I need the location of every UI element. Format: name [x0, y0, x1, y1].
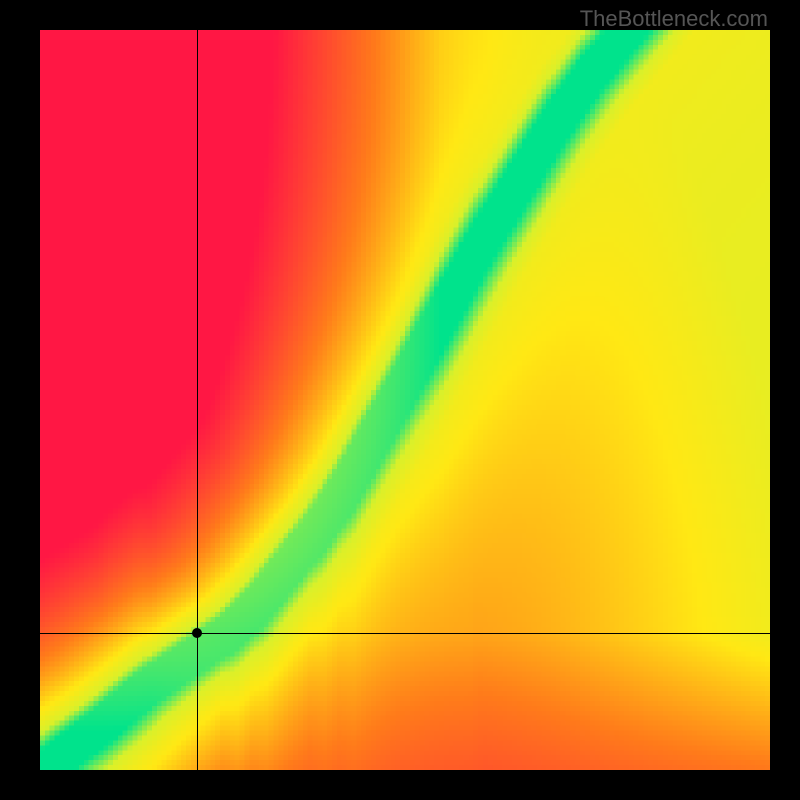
bottleneck-heatmap	[40, 30, 770, 770]
crosshair-vertical	[197, 30, 198, 770]
crosshair-horizontal	[40, 633, 770, 634]
data-point-marker	[192, 628, 202, 638]
watermark-text: TheBottleneck.com	[580, 6, 768, 32]
